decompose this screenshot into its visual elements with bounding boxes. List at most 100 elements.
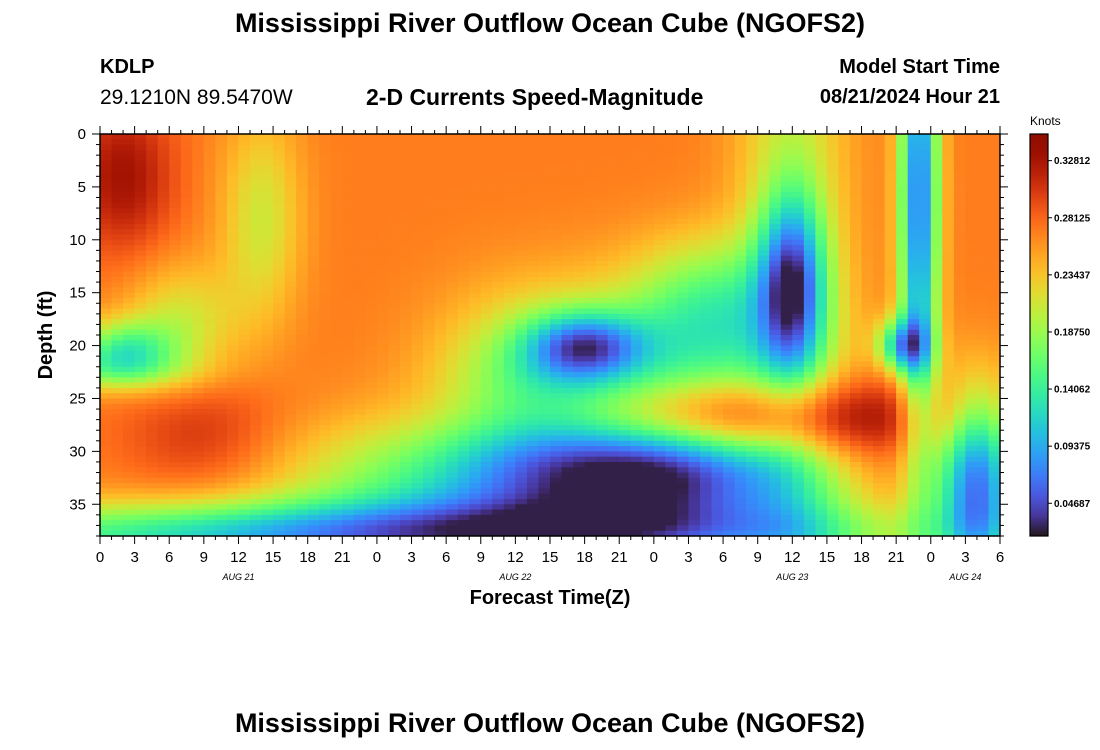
heatmap-cell xyxy=(515,329,528,336)
heatmap-cell xyxy=(203,340,216,347)
heatmap-cell xyxy=(342,234,355,241)
heatmap-cell xyxy=(307,345,320,352)
heatmap-cell xyxy=(653,435,666,442)
heatmap-cell xyxy=(642,366,655,373)
heatmap-cell xyxy=(284,292,297,299)
heatmap-cell xyxy=(238,171,251,177)
heatmap-cell xyxy=(423,186,436,193)
heatmap-cell xyxy=(792,361,805,368)
heatmap-cell xyxy=(434,287,447,294)
heatmap-cell xyxy=(238,319,251,326)
heatmap-cell xyxy=(780,419,793,426)
heatmap-cell xyxy=(769,234,782,241)
heatmap-cell xyxy=(376,186,390,193)
heatmap-cell xyxy=(815,208,828,214)
heatmap-cell xyxy=(446,493,459,500)
heatmap-cell xyxy=(169,409,182,415)
heatmap-cell xyxy=(353,414,366,421)
heatmap-cell xyxy=(226,361,240,368)
heatmap-cell xyxy=(757,250,770,257)
heatmap-cell xyxy=(342,239,355,246)
heatmap-cell xyxy=(561,292,574,299)
heatmap-cell xyxy=(342,223,355,230)
heatmap-cell xyxy=(250,229,263,236)
heatmap-cell xyxy=(792,472,805,479)
heatmap-cell xyxy=(434,192,447,199)
heatmap-cell xyxy=(423,472,436,479)
heatmap-cell xyxy=(573,197,586,204)
heatmap-cell xyxy=(423,350,436,357)
heatmap-cell xyxy=(838,366,851,373)
heatmap-cell xyxy=(376,514,390,521)
heatmap-cell xyxy=(319,239,332,246)
heatmap-cell xyxy=(550,340,563,347)
heatmap-cell xyxy=(157,144,170,151)
heatmap-cell xyxy=(192,414,205,421)
heatmap-cell xyxy=(480,361,493,368)
heatmap-cell xyxy=(503,472,516,479)
heatmap-cell xyxy=(584,245,597,251)
heatmap-cell xyxy=(446,467,459,474)
heatmap-cell xyxy=(561,165,574,172)
heatmap-cell xyxy=(769,440,782,447)
heatmap-cell xyxy=(296,245,309,251)
heatmap-cell xyxy=(400,446,413,452)
heatmap-cell xyxy=(250,155,263,162)
heatmap-cell xyxy=(180,382,193,389)
heatmap-cell xyxy=(215,313,228,320)
heatmap-cell xyxy=(192,260,205,267)
heatmap-cell xyxy=(803,186,816,193)
heatmap-cell xyxy=(723,181,736,188)
heatmap-cell xyxy=(457,234,470,241)
heatmap-cell xyxy=(607,435,620,442)
heatmap-cell xyxy=(353,245,366,251)
heatmap-cell xyxy=(723,345,736,352)
heatmap-cell xyxy=(123,308,136,315)
heatmap-cell xyxy=(746,155,759,162)
heatmap-cell xyxy=(619,435,632,442)
heatmap-cell xyxy=(792,393,805,400)
heatmap-cell xyxy=(180,308,193,315)
heatmap-cell xyxy=(619,477,632,484)
heatmap-cell xyxy=(561,319,574,326)
heatmap-cell xyxy=(296,483,309,489)
heatmap-cell xyxy=(330,483,343,489)
heatmap-cell xyxy=(134,435,147,442)
heatmap-cell xyxy=(319,435,332,442)
heatmap-cell xyxy=(688,134,701,140)
heatmap-cell xyxy=(538,403,551,410)
heatmap-cell xyxy=(330,514,343,521)
heatmap-cell xyxy=(503,530,516,536)
heatmap-cell xyxy=(169,488,182,495)
heatmap-cell xyxy=(446,134,459,140)
heatmap-cell xyxy=(480,493,493,500)
heatmap-cell xyxy=(757,456,770,463)
heatmap-cell xyxy=(826,430,840,437)
heatmap-cell xyxy=(561,144,574,151)
heatmap-cell xyxy=(780,292,793,299)
heatmap-cell xyxy=(734,350,747,357)
heatmap-cell xyxy=(815,387,828,394)
heatmap-cell xyxy=(792,377,805,384)
heatmap-cell xyxy=(815,419,828,426)
heatmap-cell xyxy=(123,504,136,511)
heatmap-cell xyxy=(826,287,840,294)
heatmap-cell xyxy=(607,493,620,500)
heatmap-cell xyxy=(803,255,816,262)
heatmap-cell xyxy=(250,250,263,257)
heatmap-cell xyxy=(423,303,436,310)
heatmap-cell xyxy=(746,313,759,320)
heatmap-cell xyxy=(769,361,782,368)
heatmap-cell xyxy=(676,229,690,236)
heatmap-cell xyxy=(400,372,413,378)
heatmap-cell xyxy=(169,313,182,320)
heatmap-cell xyxy=(446,504,459,511)
heatmap-cell xyxy=(734,213,747,220)
heatmap-cell xyxy=(711,440,724,447)
heatmap-cell xyxy=(376,329,390,336)
heatmap-cell xyxy=(676,186,690,193)
heatmap-cell xyxy=(573,223,586,230)
heatmap-cell xyxy=(584,483,597,489)
heatmap-cell xyxy=(330,451,343,458)
heatmap-cell xyxy=(388,181,401,188)
